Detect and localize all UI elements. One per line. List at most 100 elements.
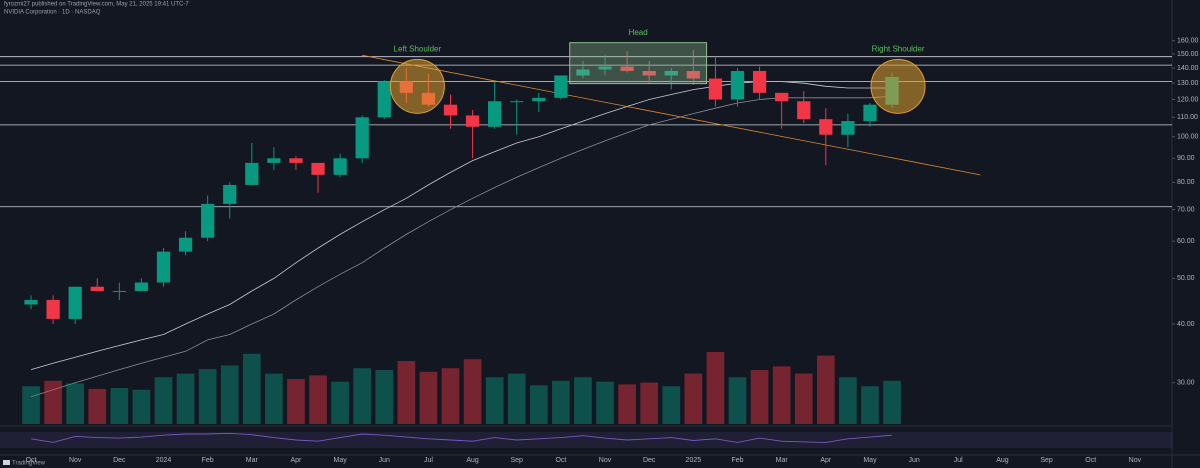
volume-bar [242, 353, 261, 424]
candle-body [664, 70, 678, 76]
volume-bar [750, 370, 769, 424]
volume-bar [463, 359, 482, 424]
volume-bar [397, 361, 416, 424]
candle-body [223, 184, 237, 204]
volume-bar [640, 382, 659, 424]
pattern-circle [389, 58, 445, 114]
candle-body [752, 70, 767, 93]
y-tick-label: 90.00 [1177, 155, 1195, 162]
volume-bar [154, 377, 173, 424]
volume-bar [596, 381, 614, 424]
candle-body [819, 119, 833, 135]
volume-bar [309, 375, 327, 424]
neckline [362, 54, 981, 176]
candle-body [863, 104, 877, 122]
x-tick-label: Jul [954, 457, 963, 464]
candle-body [443, 104, 458, 116]
x-tick-label: Mar [776, 457, 789, 464]
candle-body [730, 70, 745, 100]
y-tick-label: 110.00 [1177, 114, 1198, 121]
x-tick-label: Mar [246, 457, 259, 464]
volume-bar [110, 388, 129, 424]
candle-body [333, 158, 347, 175]
x-tick-label: Jun [379, 457, 390, 464]
volume-bar [662, 386, 681, 424]
x-tick-label: Aug [466, 457, 479, 464]
candle-body [488, 101, 502, 127]
candle-body [245, 162, 259, 185]
y-tick-label: 130.00 [1177, 80, 1199, 87]
x-tick-label: Oct [555, 457, 566, 464]
x-tick-label: Sep [510, 457, 523, 464]
volume-bar [419, 371, 438, 424]
pattern-circle [870, 58, 926, 114]
volume-bar [375, 370, 394, 424]
candle-body [532, 97, 546, 102]
publisher: fyrozmi27 published on TradingView.com, … [4, 2, 189, 8]
candle-body [708, 78, 723, 100]
annotation: Head [629, 28, 648, 37]
y-tick-label: 60.00 [1177, 238, 1195, 245]
volume-bar [618, 384, 636, 424]
candle-body [355, 117, 369, 159]
x-tick-label: Oct [1085, 457, 1096, 464]
volume-bar [198, 369, 217, 424]
volume-bar [22, 386, 40, 424]
y-tick-label: 120.00 [1177, 96, 1199, 103]
volume-bar [574, 377, 592, 424]
candle-body [24, 299, 38, 305]
volume-bar [331, 381, 349, 424]
y-tick-label: 40.00 [1177, 321, 1195, 328]
rsi-line [30, 432, 893, 443]
volume-bar [132, 389, 151, 424]
y-tick-label: 150.00 [1177, 51, 1199, 58]
candle-body [134, 282, 149, 292]
volume-bar [353, 368, 372, 424]
volume-bar [88, 388, 107, 424]
volume-bar [728, 377, 747, 424]
volume-bar [287, 379, 305, 424]
x-tick-label: Nov [69, 457, 82, 464]
candle-body [797, 101, 811, 120]
volume-bar [485, 377, 504, 424]
candle-body [267, 158, 281, 163]
candle-body [510, 101, 524, 103]
volume-bar [507, 373, 526, 424]
x-tick-label: Feb [731, 457, 743, 464]
candle-body [68, 286, 82, 319]
x-tick-label: May [863, 457, 877, 464]
candle-body [377, 81, 391, 118]
pattern-box [569, 42, 708, 85]
volume-bar [44, 380, 62, 424]
volume-bar [794, 373, 813, 424]
y-tick-label: 30.00 [1177, 380, 1195, 387]
candle-body [201, 203, 215, 238]
candle-body [576, 69, 590, 76]
moving-average [30, 81, 892, 370]
x-tick-label: Jul [424, 457, 433, 464]
x-tick-label: Dec [113, 457, 126, 464]
y-tick-label: 100.00 [1177, 134, 1199, 141]
candle-body [841, 121, 855, 135]
volume-bar [706, 352, 725, 424]
candle-body [289, 158, 303, 163]
y-tick-label: 50.00 [1177, 275, 1195, 282]
volume-bar [839, 377, 857, 424]
annotation: Left Shoulder [394, 44, 442, 53]
candle-body [775, 92, 789, 102]
volume-bar [441, 368, 460, 424]
volume-bar [552, 380, 570, 424]
x-tick-label: Jun [908, 457, 919, 464]
volume-bar [529, 385, 548, 424]
candle-body [90, 286, 104, 292]
volume-bar [684, 373, 703, 424]
brand: TradingView [12, 461, 46, 467]
y-tick-label: 80.00 [1177, 179, 1195, 186]
volume-bar [816, 355, 835, 424]
candle-body [620, 66, 634, 71]
volume-bar [220, 365, 239, 424]
candle-body [46, 299, 60, 319]
